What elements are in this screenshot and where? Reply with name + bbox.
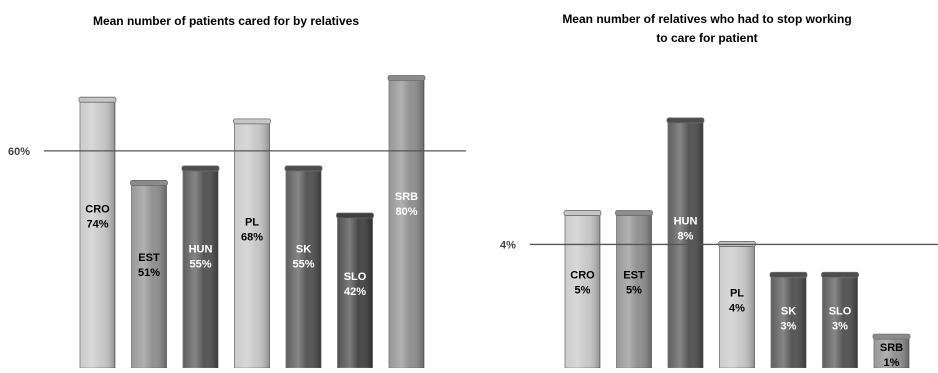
bar-value-label-slo: 3% [832, 320, 848, 332]
bar-shading-est [616, 213, 652, 368]
bars-group [563, 117, 911, 369]
chart-title-line-2: to care for patient [656, 31, 757, 45]
bar-value-label-est: 51% [138, 267, 160, 279]
bar-cap-hun [666, 117, 705, 124]
bar-value-label-slo: 42% [344, 286, 366, 298]
bar-shading-hun [183, 168, 218, 368]
bar-category-label-pl: PL [730, 287, 744, 299]
bar-value-label-pl: 68% [241, 231, 263, 243]
bar-cap-est [130, 180, 168, 186]
bar-shading-srb [874, 337, 909, 368]
bar-cap-hun [181, 165, 220, 172]
bar-shading-pl [719, 244, 755, 368]
bar-labels-group: CRO 5% EST 5% HUN 8% PL 4% SK 3% SLO 3% SRB 1% [570, 216, 903, 369]
bar-cap-sk [284, 165, 323, 172]
bar-cap-est [615, 210, 653, 216]
bar-shading-est [131, 183, 167, 368]
bar-shading-slo [337, 216, 373, 368]
bar-value-label-cro: 74% [86, 219, 108, 231]
bar-value-label-est: 5% [626, 284, 642, 296]
bar-category-label-srb: SRB [880, 342, 903, 354]
bar-category-label-slo: SLO [344, 271, 367, 283]
bar-value-label-hun: 8% [678, 231, 694, 243]
bar-cap-srb [872, 333, 911, 340]
bar-shading-sk [771, 275, 806, 368]
bar-value-label-cro: 5% [575, 284, 591, 296]
bar-cap-slo [336, 212, 374, 219]
chart-stopped-working: Mean number of relatives who had to stop… [500, 12, 938, 369]
bar-shading-cro [80, 100, 115, 368]
bar-category-label-sk: SK [296, 244, 311, 256]
bar-cap-srb [387, 75, 426, 81]
bar-category-label-cro: CRO [570, 269, 595, 281]
reference-line-label: 60% [8, 146, 30, 158]
bar-value-label-sk: 55% [292, 259, 314, 271]
bar-cap-sk [769, 271, 808, 278]
bar-value-label-hun: 55% [189, 259, 211, 271]
bar-shading-slo [822, 275, 858, 368]
bar-value-label-srb: 80% [395, 206, 417, 218]
bar-labels-group: CRO 74% EST 51% HUN 55% PL 68% SK 55% SLO 42% SRB 80% [85, 191, 418, 298]
bar-category-label-hun: HUN [189, 244, 213, 256]
bar-category-label-srb: SRB [395, 191, 418, 203]
bar-category-label-est: EST [623, 269, 645, 281]
bar-cap-pl [233, 118, 271, 125]
chart-title-line-1: Mean number of relatives who had to stop… [562, 12, 851, 26]
bar-category-label-pl: PL [245, 216, 259, 228]
bar-cap-slo [821, 271, 859, 278]
bar-shading-cro [565, 213, 600, 368]
bars-group [78, 75, 426, 369]
bar-category-label-hun: HUN [674, 216, 698, 228]
bar-shading-pl [234, 121, 270, 369]
bar-value-label-pl: 4% [729, 302, 745, 314]
chart-patients-cared: Mean number of patients cared for by rel… [8, 14, 466, 369]
reference-line-label: 4% [500, 239, 516, 251]
bar-shading-sk [286, 168, 321, 368]
bar-value-label-srb: 1% [884, 357, 900, 368]
bar-category-label-slo: SLO [829, 305, 852, 317]
bar-cap-cro [78, 96, 117, 103]
bar-category-label-cro: CRO [85, 204, 110, 216]
bar-cap-cro [563, 210, 602, 216]
chart-title: Mean number of patients cared for by rel… [93, 14, 359, 28]
bar-category-label-est: EST [138, 252, 160, 264]
bar-value-label-sk: 3% [781, 320, 797, 332]
bar-category-label-sk: SK [781, 305, 796, 317]
bar-shading-srb [389, 78, 424, 368]
